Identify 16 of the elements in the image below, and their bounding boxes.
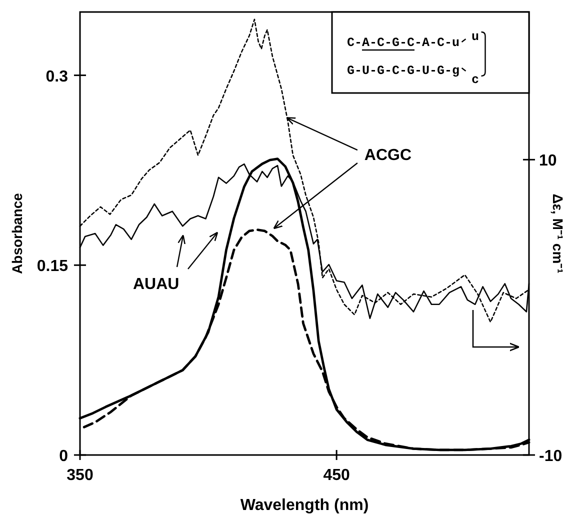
x-tick-label: 350 xyxy=(66,467,94,484)
x-tick-label: 450 xyxy=(323,467,350,484)
y-tick-label: 0.15 xyxy=(36,258,68,276)
annotation: c xyxy=(472,73,480,87)
y2-axis-title: Δε, M⁻¹ cm⁻¹ xyxy=(550,194,566,274)
annotation: AUAU xyxy=(133,276,180,293)
y-tick-label: 0.3 xyxy=(46,68,68,86)
annotation: ACGC xyxy=(364,147,412,164)
y2-tick-label: -10 xyxy=(539,448,562,465)
y-tick-label: 0 xyxy=(59,448,68,465)
x-axis-title: Wavelength (nm) xyxy=(240,497,369,514)
annotation: u xyxy=(472,30,480,44)
y2-tick-label: 10 xyxy=(539,152,557,170)
y-axis-title: Absorbance xyxy=(9,192,25,274)
annotation: C-A-C-G-C-A-C-u xyxy=(347,36,460,50)
annotation: G-U-G-C-G-U-G-g xyxy=(347,64,460,78)
